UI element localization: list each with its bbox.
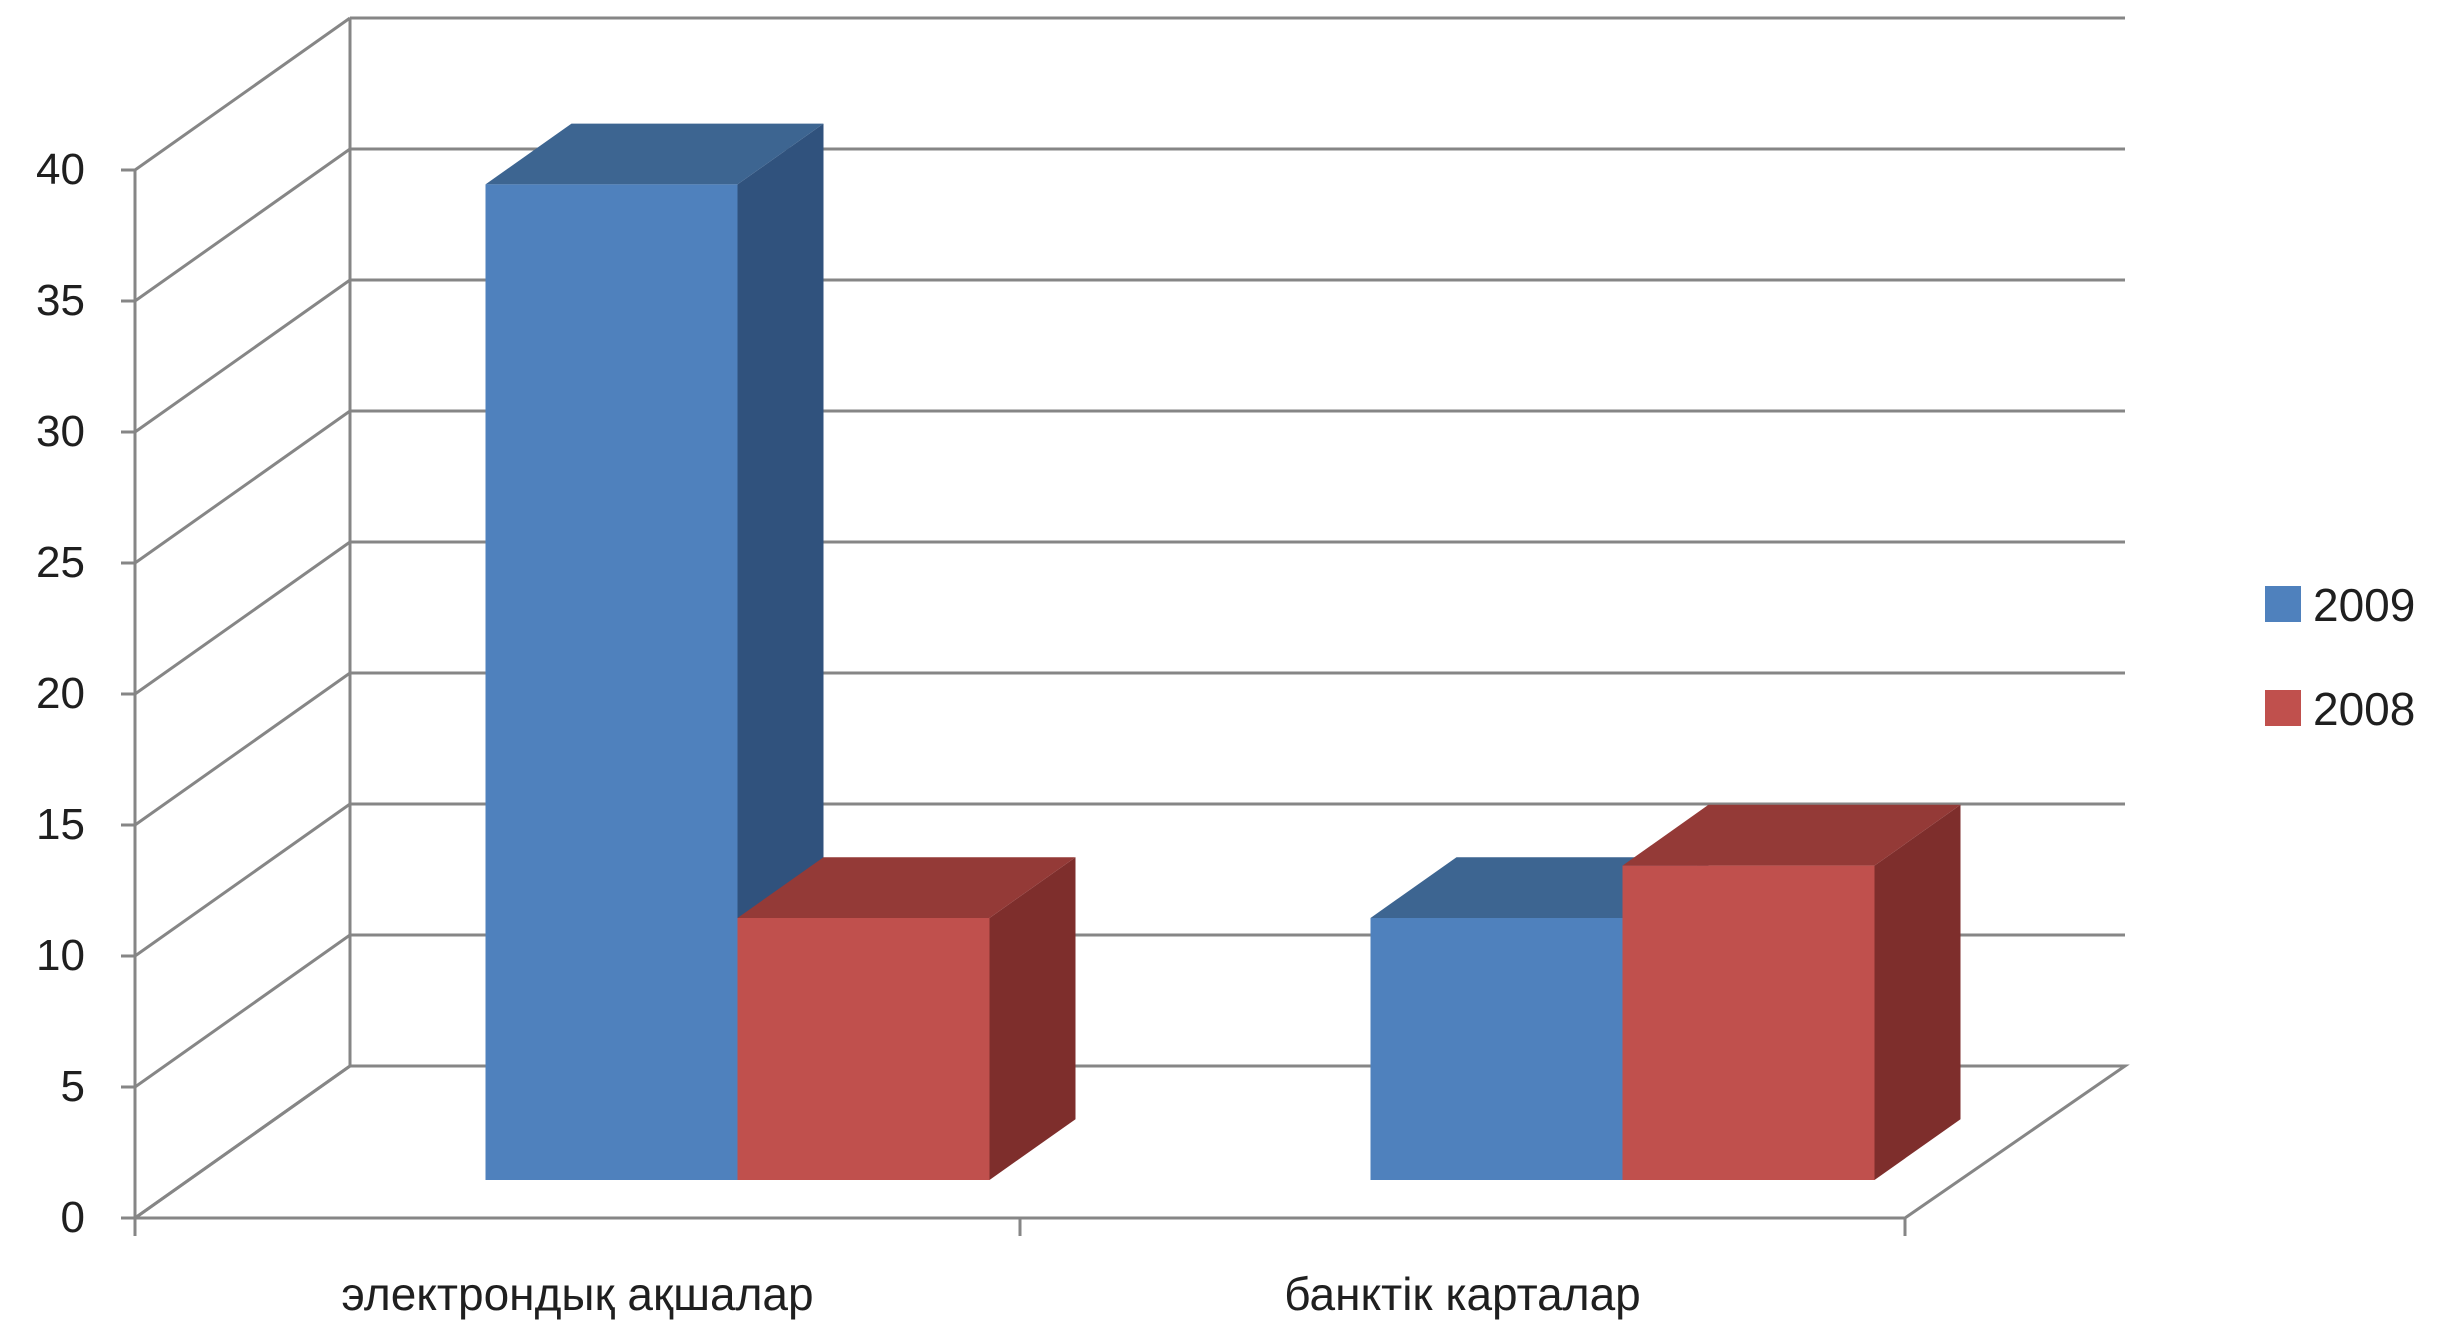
bar-front-face (1370, 918, 1623, 1180)
bar-side-face (989, 857, 1076, 1180)
y-tick-label: 15 (36, 800, 85, 849)
x-category-label: электрондық ақшалар (341, 1268, 813, 1320)
y-tick-label: 5 (61, 1062, 85, 1111)
side-wall-gridline (134, 802, 351, 958)
bar-top-face (1622, 804, 1961, 866)
side-wall-gridline (134, 278, 351, 434)
legend-swatch (2265, 690, 2301, 726)
y-tick-label: 30 (36, 407, 85, 456)
x-category-label: банктік карталар (1284, 1268, 1641, 1320)
bar-top-face (485, 123, 824, 185)
side-wall-gridline (134, 409, 351, 565)
y-tick-label: 25 (36, 538, 85, 587)
legend-label: 2008 (2313, 683, 2415, 735)
bar-side-face (1874, 804, 1961, 1180)
bar-front-face (485, 184, 738, 1180)
y-tick-label: 35 (36, 276, 85, 325)
y-tick-label: 20 (36, 669, 85, 718)
bar-top-face (737, 857, 1076, 918)
y-tick-label: 10 (36, 931, 85, 980)
side-wall-gridline (134, 540, 351, 696)
side-wall-gridline (134, 1064, 351, 1220)
y-tick-label: 0 (61, 1193, 85, 1242)
bar-front-face (737, 918, 990, 1180)
side-wall-gridline (134, 147, 351, 303)
side-wall-gridline (134, 933, 351, 1089)
legend-label: 2009 (2313, 579, 2415, 631)
side-wall-gridline (134, 16, 351, 172)
y-tick-label: 40 (36, 145, 85, 194)
bar-front-face (1622, 865, 1875, 1180)
legend-swatch (2265, 586, 2301, 622)
side-wall-gridline (134, 671, 351, 827)
